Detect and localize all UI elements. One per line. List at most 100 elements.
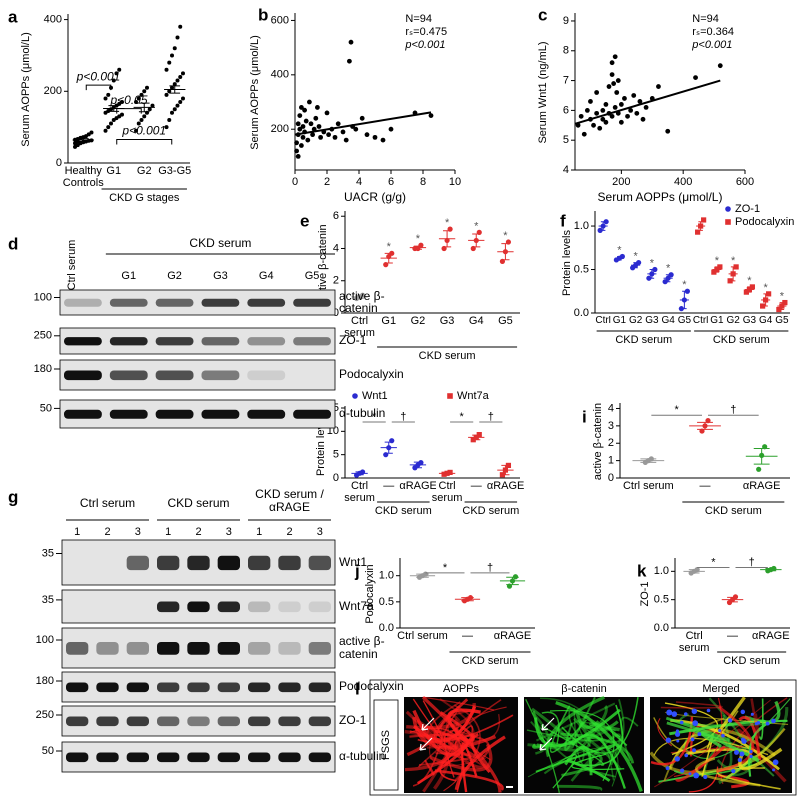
x-tick-label: G4 (758, 316, 773, 326)
nucleus (706, 708, 711, 713)
x-tick-label-box: Ctrl serum (344, 481, 375, 503)
panel-label: i (582, 407, 587, 426)
bracket-label: * (443, 562, 448, 574)
blot-band (201, 370, 240, 381)
fluorescence (575, 713, 600, 729)
nucleus (765, 721, 770, 726)
nucleus (680, 768, 685, 773)
fluorescence (571, 753, 625, 771)
x-tick-label-box: G2 (137, 166, 152, 177)
blot-band (248, 601, 271, 613)
group-label-box: CKD serum /αRAGE (255, 488, 324, 513)
row-label: FSGS (380, 730, 392, 760)
x-tick-label: 6 (388, 176, 394, 188)
blot-strip (59, 399, 336, 429)
nucleus (692, 748, 697, 753)
error-bar (501, 464, 510, 476)
x-tick-label: G4 (468, 316, 484, 327)
x-tick-label-box: G4 (661, 316, 674, 326)
x-tick-label-box: G3-G5 (158, 166, 191, 177)
data-point (717, 63, 723, 69)
y-tick-label: 2 (333, 275, 339, 287)
bracket-label: † (488, 411, 494, 423)
y-tick-label: 0.0 (574, 307, 589, 319)
mw-marker: 100 (36, 634, 54, 646)
panel-label: g (8, 487, 18, 506)
fluorescence (535, 744, 616, 773)
blot-band (109, 337, 148, 346)
y-tick-label: 9 (563, 15, 569, 27)
data-point (364, 132, 370, 138)
data-point (164, 92, 169, 97)
data-point (631, 93, 637, 98)
data-point (359, 115, 365, 121)
nucleus (749, 749, 753, 754)
nucleus (727, 718, 733, 723)
error-bar (682, 290, 687, 310)
blot-band (66, 682, 89, 693)
blot-band (187, 716, 210, 727)
data-point (136, 96, 141, 101)
x-tick-label-box: G5 (775, 316, 788, 326)
data-point (581, 131, 587, 137)
blot-band (157, 642, 180, 655)
data-point (584, 107, 590, 113)
blot-band (157, 601, 180, 613)
blot-band (217, 642, 240, 655)
blot-band (66, 642, 89, 655)
blot-band (293, 409, 331, 419)
image-title: β-catenin (561, 683, 606, 695)
significance-mark: * (617, 244, 622, 256)
x-tick-label: αRAGE (742, 481, 781, 492)
y-tick-label: 200 (44, 85, 62, 97)
data-point (646, 275, 652, 281)
y-tick-label: 2 (608, 437, 614, 449)
error-bar (747, 286, 752, 293)
data-point (119, 112, 124, 117)
data-point (618, 119, 624, 125)
x-tick-label: — (699, 481, 711, 492)
y-tick-label: 0 (608, 472, 614, 484)
y-tick-label: 6 (563, 104, 569, 116)
nucleus (771, 718, 776, 724)
data-point (139, 117, 144, 122)
y-tick-label: 5 (563, 134, 569, 146)
fluorescence (748, 719, 788, 777)
blot-band (187, 555, 210, 571)
group-label-box: Ctrl serum (80, 497, 135, 509)
y-tick-label: 0.0 (654, 622, 669, 634)
data-point (662, 279, 668, 285)
stat-annotation: p<0.001 (404, 39, 445, 51)
data-point (170, 53, 175, 58)
data-point (512, 574, 519, 580)
blot-band (217, 682, 240, 693)
data-point (609, 113, 615, 119)
x-tick-label-box: G4 (468, 316, 484, 327)
blot-band (96, 602, 118, 613)
fluorescence (566, 758, 611, 782)
x-tick-label-box: Ctrl serum (397, 631, 448, 642)
data-point (352, 393, 358, 399)
data-point (678, 306, 684, 312)
blot-band (293, 298, 331, 307)
fluorescence (412, 698, 443, 739)
data-point (308, 121, 314, 127)
x-tick-label-box: G1 (710, 316, 723, 326)
data-point (611, 81, 617, 86)
blot-band (157, 682, 180, 693)
x-tick-label: Ctrl serum (344, 316, 375, 339)
mw-marker: 180 (34, 363, 52, 375)
blot-band (308, 601, 331, 613)
nucleus (718, 728, 722, 733)
blot-band (217, 601, 240, 613)
bracket (116, 108, 142, 114)
blot-band (157, 716, 180, 727)
fluorescence (460, 742, 478, 793)
data-point (340, 129, 346, 135)
x-tick-label: G3 (742, 316, 757, 326)
error-bar (384, 441, 393, 454)
group-label: CKD serum (419, 350, 476, 362)
y-tick-label: 400 (271, 69, 289, 81)
lane-label: Ctrl serum (66, 240, 78, 291)
fluorescence (579, 699, 625, 744)
